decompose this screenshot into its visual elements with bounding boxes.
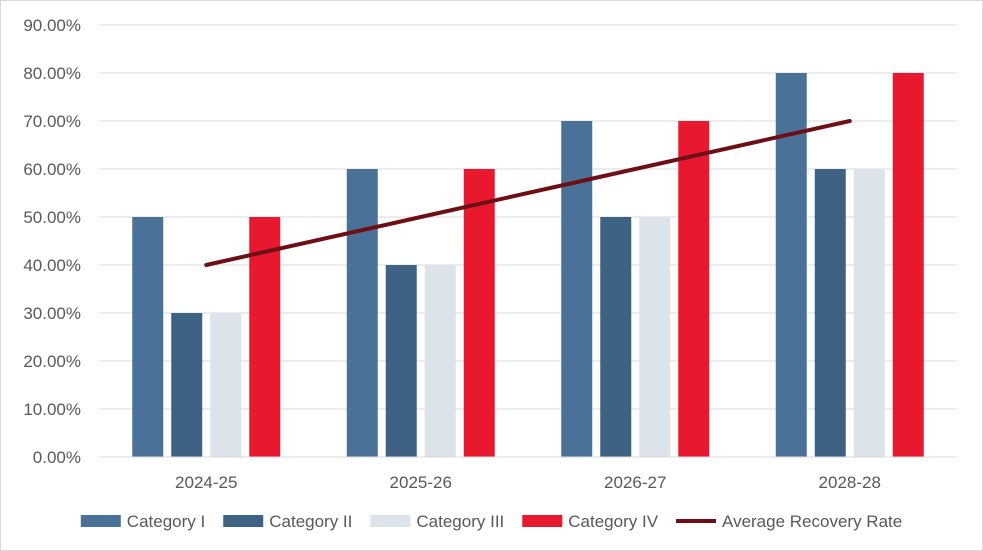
legend-label: Category I	[127, 512, 205, 531]
y-tick-label: 50.00%	[23, 208, 81, 227]
legend: Category I Category II Category III Categor…	[80, 512, 902, 531]
y-tick-label: 20.00%	[23, 352, 81, 371]
bar-category-ii-2024-25	[171, 313, 203, 457]
y-tick-label: 40.00%	[23, 256, 81, 275]
legend-swatch	[370, 515, 411, 527]
x-tick-label: 2025-26	[390, 473, 452, 492]
bar-category-i-2025-26	[346, 169, 378, 457]
y-tick-label: 0.00%	[33, 448, 81, 467]
bar-category-iv-2024-25	[249, 217, 281, 457]
legend-item-category-iii: Category III	[370, 512, 504, 531]
legend-item-category-ii: Category II	[223, 512, 352, 531]
bar-category-iv-2026-27	[678, 121, 710, 457]
y-tick-label: 70.00%	[23, 112, 81, 131]
legend-label: Category IV	[568, 512, 658, 531]
legend-item-category-iv: Category IV	[522, 512, 659, 531]
y-axis-ticks: 0.00% 10.00% 20.00% 30.00% 40.00% 50.00% 60.00…	[23, 16, 81, 467]
bar-category-iv-2028-28	[892, 73, 924, 457]
legend-label: Category III	[416, 512, 504, 531]
y-tick-label: 10.00%	[23, 400, 81, 419]
bar-category-ii-2026-27	[600, 217, 632, 457]
bar-category-iii-2026-27	[639, 217, 671, 457]
bar-category-iii-2028-28	[853, 169, 885, 457]
x-tick-label: 2024-25	[175, 473, 237, 492]
y-tick-label: 90.00%	[23, 16, 81, 35]
bar-category-ii-2025-26	[385, 265, 417, 457]
gridlines	[99, 24, 957, 410]
legend-item-category-i: Category I	[80, 512, 205, 531]
bar-category-ii-2028-28	[814, 169, 846, 457]
bars	[132, 73, 924, 457]
legend-swatch	[522, 515, 563, 527]
bar-category-i-2026-27	[561, 121, 593, 457]
y-tick-label: 80.00%	[23, 64, 81, 83]
y-tick-label: 30.00%	[23, 304, 81, 323]
bar-category-i-2024-25	[132, 217, 164, 457]
x-tick-label: 2026-27	[604, 473, 666, 492]
line-average-recovery-rate	[204, 119, 852, 267]
bar-category-iii-2024-25	[210, 313, 242, 457]
y-tick-label: 60.00%	[23, 160, 81, 179]
legend-swatch	[80, 515, 121, 527]
x-tick-label: 2028-28	[819, 473, 881, 492]
legend-swatch	[223, 515, 264, 527]
legend-label: Category II	[269, 512, 352, 531]
legend-label: Average Recovery Rate	[722, 512, 902, 531]
bar-category-iv-2025-26	[463, 169, 495, 457]
legend-item-average-recovery-rate: Average Recovery Rate	[676, 512, 902, 531]
x-axis-ticks: 2024-25 2025-26 2026-27 2028-28	[175, 473, 881, 492]
line-series	[204, 119, 852, 267]
bar-category-iii-2025-26	[424, 265, 456, 457]
